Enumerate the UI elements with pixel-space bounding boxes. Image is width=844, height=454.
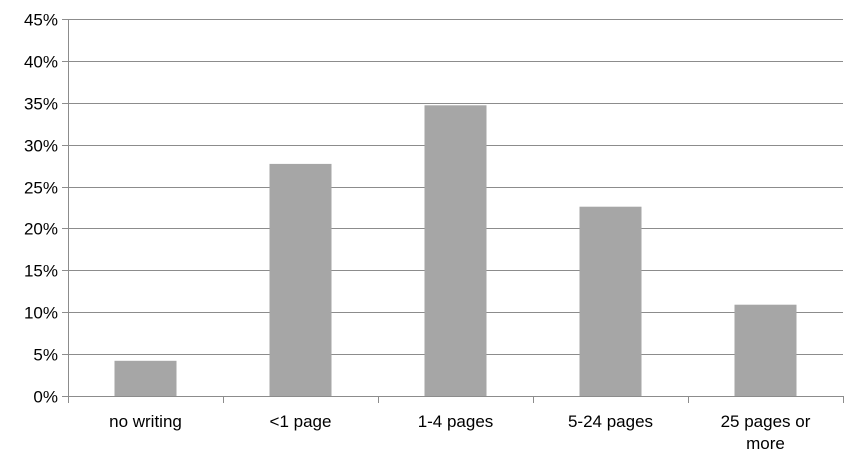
x-tick-label-line: 25 pages or bbox=[721, 412, 811, 431]
y-tick-label: 30% bbox=[24, 137, 58, 156]
y-tick-label: 5% bbox=[33, 346, 58, 365]
axes bbox=[62, 19, 844, 403]
bar bbox=[269, 163, 332, 396]
x-tick-label: <1 page bbox=[270, 412, 332, 431]
x-tick-label: 1-4 pages bbox=[418, 412, 494, 431]
x-tick-label-line: 1-4 pages bbox=[418, 412, 494, 431]
y-tick-label: 15% bbox=[24, 262, 58, 281]
x-tick-label: no writing bbox=[109, 412, 182, 431]
x-tick-label-line: <1 page bbox=[270, 412, 332, 431]
x-axis-tick-labels: no writing <1 page 1-4 pages 5-24 pages 25 p… bbox=[109, 412, 811, 453]
y-tick-label: 10% bbox=[24, 304, 58, 323]
y-tick-label: 25% bbox=[24, 179, 58, 198]
bar bbox=[579, 206, 642, 396]
y-axis-tick-labels: 0% 5% 10% 15% 20% 25% 30% 35% 40% 45% bbox=[24, 11, 58, 407]
y-tick-label: 20% bbox=[24, 220, 58, 239]
bar bbox=[114, 360, 177, 396]
x-tick-label-line: more bbox=[746, 434, 785, 453]
y-tick-label: 35% bbox=[24, 95, 58, 114]
x-tick-label-line: 5-24 pages bbox=[568, 412, 653, 431]
bar bbox=[734, 304, 797, 396]
y-tick-label: 40% bbox=[24, 53, 58, 72]
y-tick-label: 0% bbox=[33, 388, 58, 407]
x-tick-label: 5-24 pages bbox=[568, 412, 653, 431]
x-tick-label-line: no writing bbox=[109, 412, 182, 431]
bars bbox=[114, 105, 797, 397]
bar bbox=[424, 105, 487, 397]
x-tick-label: 25 pages or more bbox=[721, 412, 811, 453]
y-tick-label: 45% bbox=[24, 11, 58, 30]
